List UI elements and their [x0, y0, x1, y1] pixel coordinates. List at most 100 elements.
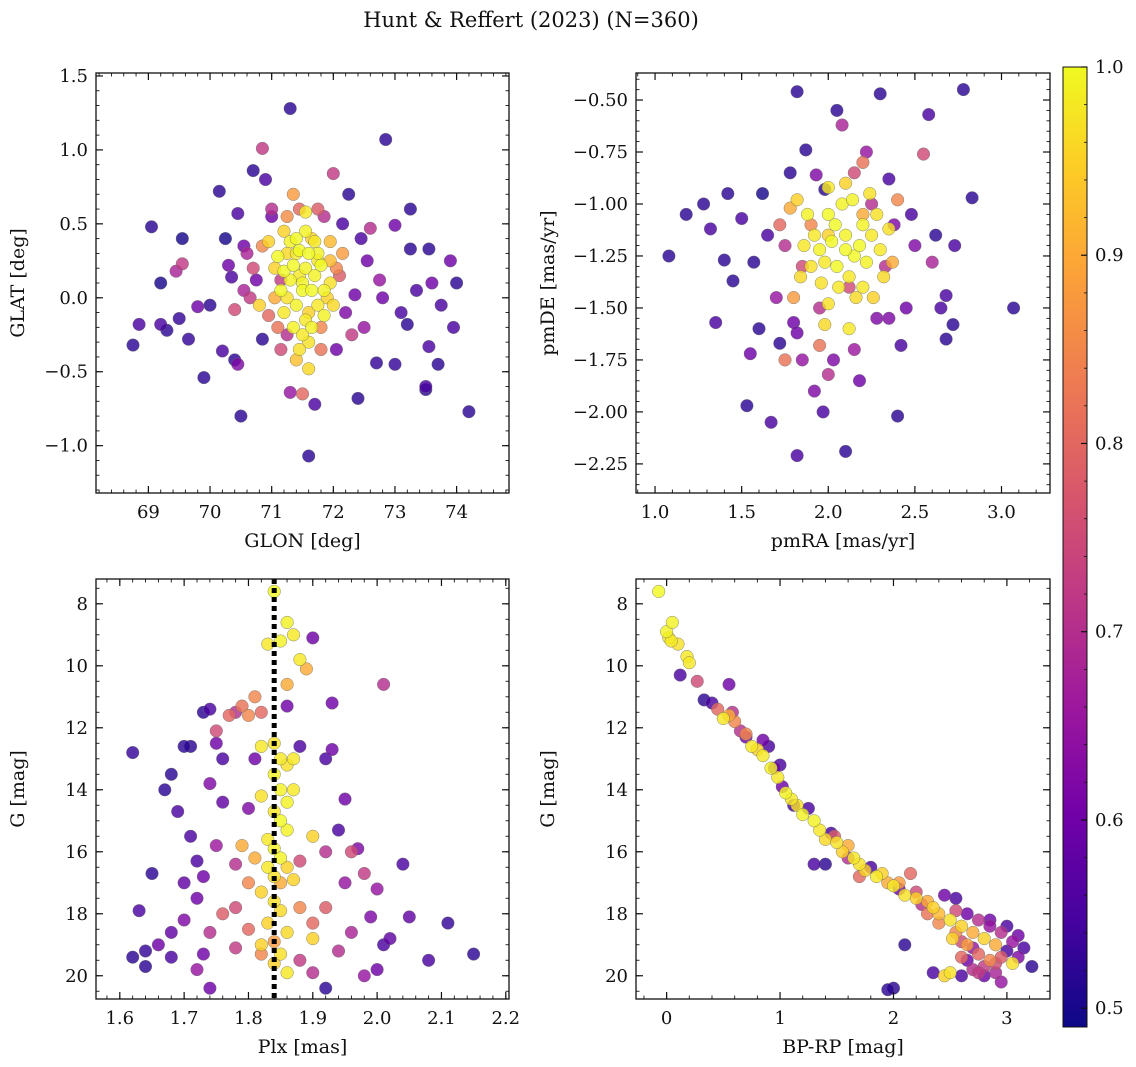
scatter-point: [828, 218, 842, 232]
scatter-point: [447, 320, 461, 334]
scatter-point: [917, 147, 931, 161]
x-axis-label: pmRA [mas/yr]: [771, 530, 915, 552]
x-tick-label: 1.5: [727, 502, 756, 523]
scatter-point: [357, 969, 371, 983]
scatter-point: [235, 699, 249, 713]
scatter-point: [154, 317, 168, 331]
scatter-point: [403, 202, 417, 216]
scatter-point: [314, 343, 328, 357]
scatter-point: [274, 283, 288, 297]
scatter-point: [209, 839, 223, 853]
x-tick-label: 1.6: [105, 1008, 134, 1029]
scatter-point: [410, 283, 424, 297]
y-tick-label: 0.0: [59, 288, 88, 309]
scatter-point: [138, 960, 152, 974]
scatter-point: [419, 380, 433, 394]
scatter-point: [357, 867, 371, 881]
scatter-point: [252, 298, 266, 312]
x-tick-label: 3: [1001, 1008, 1012, 1029]
scatter-point: [370, 882, 384, 896]
scatter-point: [797, 239, 811, 253]
scatter-point: [357, 320, 371, 334]
scatter-point: [870, 311, 884, 325]
scatter-point: [821, 368, 835, 382]
scatter-point: [939, 332, 953, 346]
scatter-point: [807, 814, 821, 828]
scatter-point: [215, 344, 229, 358]
scatter-point: [846, 193, 860, 207]
scatter-point: [467, 947, 481, 961]
x-axis-label: Plx [mas]: [258, 1036, 348, 1058]
scatter-point: [801, 207, 815, 221]
scatter-point: [796, 808, 810, 822]
y-tick-label: 1.5: [59, 66, 88, 87]
scatter-point: [1025, 960, 1039, 974]
scatter-point: [299, 662, 313, 676]
scatter-point: [306, 829, 320, 843]
scatter-point: [289, 298, 303, 312]
y-tick-label: −1.0: [44, 436, 88, 457]
scatter-point: [286, 187, 300, 201]
scatter-point: [960, 938, 974, 952]
scatter-point: [943, 913, 957, 927]
scatter-point: [196, 947, 210, 961]
scatter-point: [126, 746, 140, 760]
scatter-point: [859, 255, 873, 269]
scatter-point: [376, 291, 390, 305]
y-tick-label: −0.50: [573, 90, 628, 111]
scatter-point: [925, 255, 939, 269]
y-tick-label: 8: [77, 594, 88, 615]
axes-frame: [95, 578, 510, 1000]
scatter-point: [813, 338, 827, 352]
scatter-point: [287, 873, 301, 887]
scatter-point: [955, 950, 969, 964]
scatter-point: [842, 270, 856, 284]
scatter-point: [293, 653, 307, 667]
scatter-point: [319, 901, 333, 915]
y-tick-label: −1.00: [573, 194, 628, 215]
scatter-point: [773, 218, 787, 232]
scatter-point: [299, 261, 313, 275]
scatter-point: [203, 981, 217, 995]
scatter-point: [830, 836, 844, 850]
x-tick-label: 1.9: [298, 1008, 327, 1029]
scatter-point: [277, 224, 291, 238]
scatter-point: [175, 232, 189, 246]
colorbar-tick-label: 0.9: [1095, 245, 1124, 266]
y-tick-label: 10: [605, 656, 628, 677]
scatter-point: [870, 207, 884, 221]
scatter-point: [280, 795, 294, 809]
scatter-point: [818, 255, 832, 269]
scatter-point: [283, 101, 297, 115]
scatter-points: [652, 584, 1039, 997]
scatter-point: [740, 399, 754, 413]
scatter-point: [248, 690, 262, 704]
scatter-point: [839, 228, 853, 242]
scatter-point: [308, 235, 322, 249]
scatter-point: [679, 207, 693, 221]
scatter-point: [311, 202, 325, 216]
scatter-point: [319, 752, 333, 766]
y-tick-label: −2.25: [573, 454, 628, 475]
scatter-point: [443, 254, 457, 268]
scatter-point: [697, 197, 711, 211]
scatter-point: [904, 867, 918, 881]
scatter-point: [277, 306, 291, 320]
scatter-point: [132, 904, 146, 918]
scatter-point: [177, 739, 191, 753]
scatter-point: [138, 944, 152, 958]
scatter-point: [336, 217, 350, 231]
scatter-point: [943, 966, 957, 980]
scatter-point: [296, 387, 310, 401]
scatter-point: [338, 876, 352, 890]
scatter-point: [319, 981, 333, 995]
scatter-point: [126, 950, 140, 964]
scatter-point: [144, 220, 158, 234]
scatter-point: [265, 202, 279, 216]
scatter-point: [898, 888, 912, 902]
scatter-point: [856, 280, 870, 294]
colorbar: 0.5 0.6 0.7 0.8 0.9 1.0: [1062, 57, 1124, 1028]
scatter-point: [172, 312, 186, 326]
